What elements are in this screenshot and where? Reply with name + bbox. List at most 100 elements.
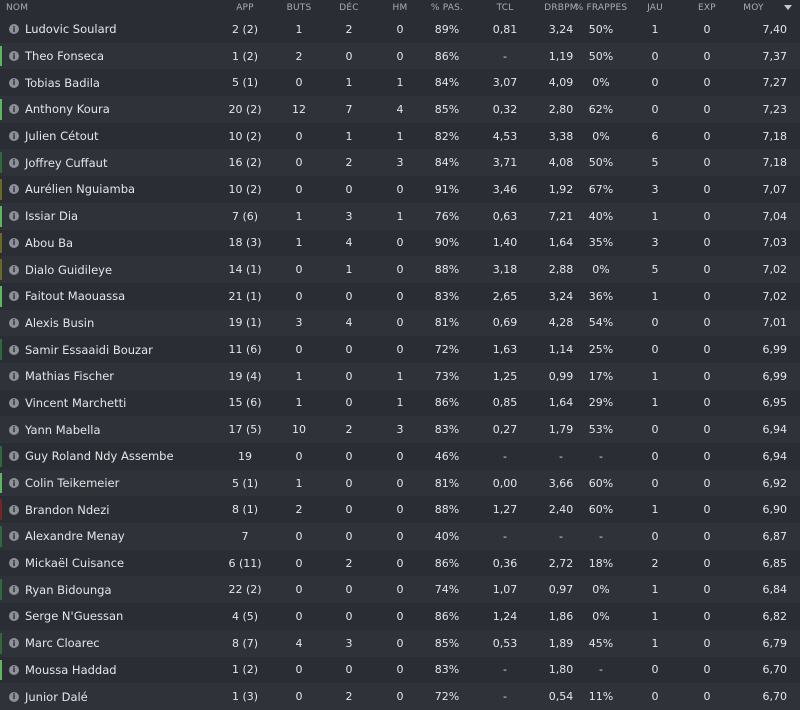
column-header-drbpm[interactable]: DRBPM (544, 3, 578, 13)
table-row[interactable]: i Mickaël Cuisance 6 (11) 0 2 0 86% 0,36 2,72 18%… (0, 549, 800, 577)
info-icon[interactable]: i (9, 157, 19, 168)
table-row[interactable]: i Aurélien Nguiamba 10 (2) 0 0 0 91% 3,46 1,92 67… (0, 176, 800, 203)
table-row[interactable]: i Serge N'Guessan 4 (5) 0 0 0 86% 1,24 1,86 0% 1 0 6… (0, 603, 800, 630)
cell-app: 19 (4) (228, 369, 262, 383)
column-header-frappes[interactable]: % FRAPPES (574, 3, 628, 13)
column-header-tcl[interactable]: TCL (496, 3, 514, 13)
table-row[interactable]: i Brandon Ndezi 8 (1) 2 0 0 88% 1,27 2,40 60% 1 0 6,… (0, 496, 800, 524)
sort-descending-icon[interactable] (784, 5, 792, 10)
player-name-link[interactable]: Samir Essaaidi Bouzar (25, 342, 153, 357)
table-row[interactable]: i Faitout Maouassa 21 (1) 0 0 0 83% 2,65 3,24 36%… (0, 282, 800, 310)
info-icon[interactable]: i (9, 478, 19, 489)
player-name-link[interactable]: Serge N'Guessan (25, 609, 124, 624)
player-name-link[interactable]: Colin Teikemeier (25, 476, 120, 491)
table-row[interactable]: i Anthony Koura 20 (2) 12 7 4 85% 0,32 2,80 62% 0 0… (0, 96, 800, 123)
column-header-dec[interactable]: DÉC (339, 3, 359, 13)
player-name-link[interactable]: Issiar Dia (25, 209, 79, 224)
info-icon[interactable]: i (9, 184, 19, 195)
info-icon[interactable]: i (9, 638, 19, 649)
table-row[interactable]: i Ludovic Soulard 2 (2) 1 2 0 89% 0,81 3,24 50% 1 0… (0, 16, 800, 43)
player-name-link[interactable]: Yann Mabella (25, 422, 101, 437)
player-name-link[interactable]: Mickaël Cuisance (25, 556, 125, 571)
player-name-link[interactable]: Vincent Marchetti (25, 395, 127, 410)
info-icon[interactable]: i (9, 237, 19, 248)
info-icon[interactable]: i (9, 291, 19, 302)
player-name-link[interactable]: Ryan Bidounga (25, 582, 112, 597)
column-header-pas[interactable]: % PAS. (430, 3, 464, 13)
column-header-app[interactable]: APP (236, 3, 254, 13)
info-icon[interactable]: i (9, 344, 19, 355)
column-header-jau[interactable]: JAU (647, 3, 663, 13)
column-header-exp[interactable]: EXP (698, 3, 716, 13)
info-icon[interactable]: i (9, 531, 19, 542)
table-row[interactable]: i Alexandre Menay 7 0 0 0 40% - - - 0 0 6,87 (0, 523, 800, 550)
table-row[interactable]: i Vincent Marchetti 15 (6) 1 0 1 86% 0,85 1,64 29… (0, 389, 800, 417)
info-icon[interactable]: i (9, 558, 19, 569)
player-name-link[interactable]: Anthony Koura (25, 102, 110, 117)
table-row[interactable]: i Colin Teikemeier 5 (1) 1 0 0 81% 0,00 3,66 60% 0… (0, 469, 800, 497)
cell-dec: 0 (345, 503, 353, 517)
info-icon[interactable]: i (9, 397, 19, 408)
table-row[interactable]: i Dialo Guidileye 14 (1) 0 1 0 88% 3,18 2,88 0% 5 0… (0, 256, 800, 283)
table-row[interactable]: i Junior Dalé 1 (3) 0 2 0 72% - 0,54 11% 0 0 6,70 (0, 683, 800, 710)
player-name-link[interactable]: Brandon Ndezi (25, 502, 110, 517)
table-row[interactable]: i Marc Cloarec 8 (7) 4 3 0 85% 0,53 1,89 45% 1 0 6,7… (0, 629, 800, 657)
table-row[interactable]: i Issiar Dia 7 (6) 1 3 1 76% 0,63 7,21 40% 1 0 7,04 (0, 202, 800, 230)
info-icon[interactable]: i (9, 24, 19, 35)
player-name-link[interactable]: Aurélien Nguiamba (25, 182, 136, 197)
player-name-link[interactable]: Junior Dalé (25, 689, 88, 704)
info-icon[interactable]: i (9, 264, 19, 275)
player-name-link[interactable]: Faitout Maouassa (25, 289, 126, 304)
player-name-link[interactable]: Guy Roland Ndy Assembe (25, 449, 174, 464)
table-row[interactable]: i Tobias Badila 5 (1) 0 1 1 84% 3,07 4,09 0% 0 0 7,2… (0, 69, 800, 97)
table-row[interactable]: i Guy Roland Ndy Assembe 19 0 0 0 46% - - - 0 0 6,94 (0, 443, 800, 470)
column-header-moy[interactable]: MOY (743, 3, 764, 13)
cell-dec: 7 (345, 102, 353, 116)
cell-exp: 0 (703, 396, 711, 410)
table-row[interactable]: i Ryan Bidounga 22 (2) 0 0 0 74% 1,07 0,97 0% 1 0 6,… (0, 576, 800, 604)
info-icon[interactable]: i (9, 317, 19, 328)
table-row[interactable]: i Joffrey Cuffaut 16 (2) 0 2 3 84% 3,71 4,08 50% 5… (0, 149, 800, 177)
info-icon[interactable]: i (9, 131, 19, 142)
table-row[interactable]: i Yann Mabella 17 (5) 10 2 3 83% 0,27 1,79 53% 0 0 6… (0, 416, 800, 443)
info-icon[interactable]: i (9, 611, 19, 622)
player-name-link[interactable]: Theo Fonseca (25, 49, 105, 64)
player-name-link[interactable]: Dialo Guidileye (25, 262, 113, 277)
info-icon[interactable]: i (9, 691, 19, 702)
player-name-link[interactable]: Marc Cloarec (25, 636, 100, 651)
cell-moy: 6,82 (762, 609, 788, 623)
table-row[interactable]: i Mathias Fischer 19 (4) 1 0 1 73% 1,25 0,99 17% 1… (0, 362, 800, 390)
table-row[interactable]: i Julien Cétout 10 (2) 0 1 1 82% 4,53 3,38 0% 6 0 7,… (0, 122, 800, 150)
column-header-buts[interactable]: BUTS (286, 3, 312, 13)
table-row[interactable]: i Moussa Haddad 1 (2) 0 0 0 83% - 1,80 - 0 0 6,70 (0, 656, 800, 684)
info-icon[interactable]: i (9, 584, 19, 595)
info-icon[interactable]: i (9, 424, 19, 435)
info-icon[interactable]: i (9, 51, 19, 62)
player-name-link[interactable]: Joffrey Cuffaut (25, 155, 108, 170)
player-name-link[interactable]: Julien Cétout (25, 129, 99, 144)
player-name-link[interactable]: Abou Ba (25, 235, 74, 250)
info-icon[interactable]: i (9, 211, 19, 222)
cell-dec: 0 (345, 583, 353, 597)
table-row[interactable]: i Samir Essaaidi Bouzar 11 (6) 0 0 0 72% 1,63 1,… (0, 336, 800, 363)
info-icon[interactable]: i (9, 504, 19, 515)
info-icon[interactable]: i (9, 451, 19, 462)
table-row[interactable]: i Theo Fonseca 1 (2) 2 0 0 86% - 1,19 50% 0 0 7,37 (0, 42, 800, 70)
player-name-link[interactable]: Alexandre Menay (25, 529, 125, 544)
table-row[interactable]: i Abou Ba 18 (3) 1 4 0 90% 1,40 1,64 35% 3 0 7,03 (0, 229, 800, 257)
cell-tcl: 1,24 (492, 609, 518, 623)
player-name-link[interactable]: Moussa Haddad (25, 662, 117, 677)
info-icon[interactable]: i (9, 104, 19, 115)
info-icon[interactable]: i (9, 77, 19, 88)
column-header-hm[interactable]: HM (392, 3, 408, 13)
column-header-name[interactable]: NOM (6, 3, 29, 13)
player-name-link[interactable]: Alexis Busin (25, 315, 95, 330)
info-icon[interactable]: i (9, 371, 19, 382)
cell-drbpm: 1,79 (548, 423, 574, 437)
table-row[interactable]: i Alexis Busin 19 (1) 3 4 0 81% 0,69 4,28 54% 0 0 7,… (0, 309, 800, 337)
info-icon[interactable]: i (9, 664, 19, 675)
table-header: NOM APP BUTS DÉC HM % PAS. TCL DRBPM% FRAPPES JA… (0, 0, 800, 16)
player-name-link[interactable]: Ludovic Soulard (25, 22, 117, 37)
player-name-link[interactable]: Tobias Badila (25, 75, 100, 90)
player-name-link[interactable]: Mathias Fischer (25, 369, 115, 384)
